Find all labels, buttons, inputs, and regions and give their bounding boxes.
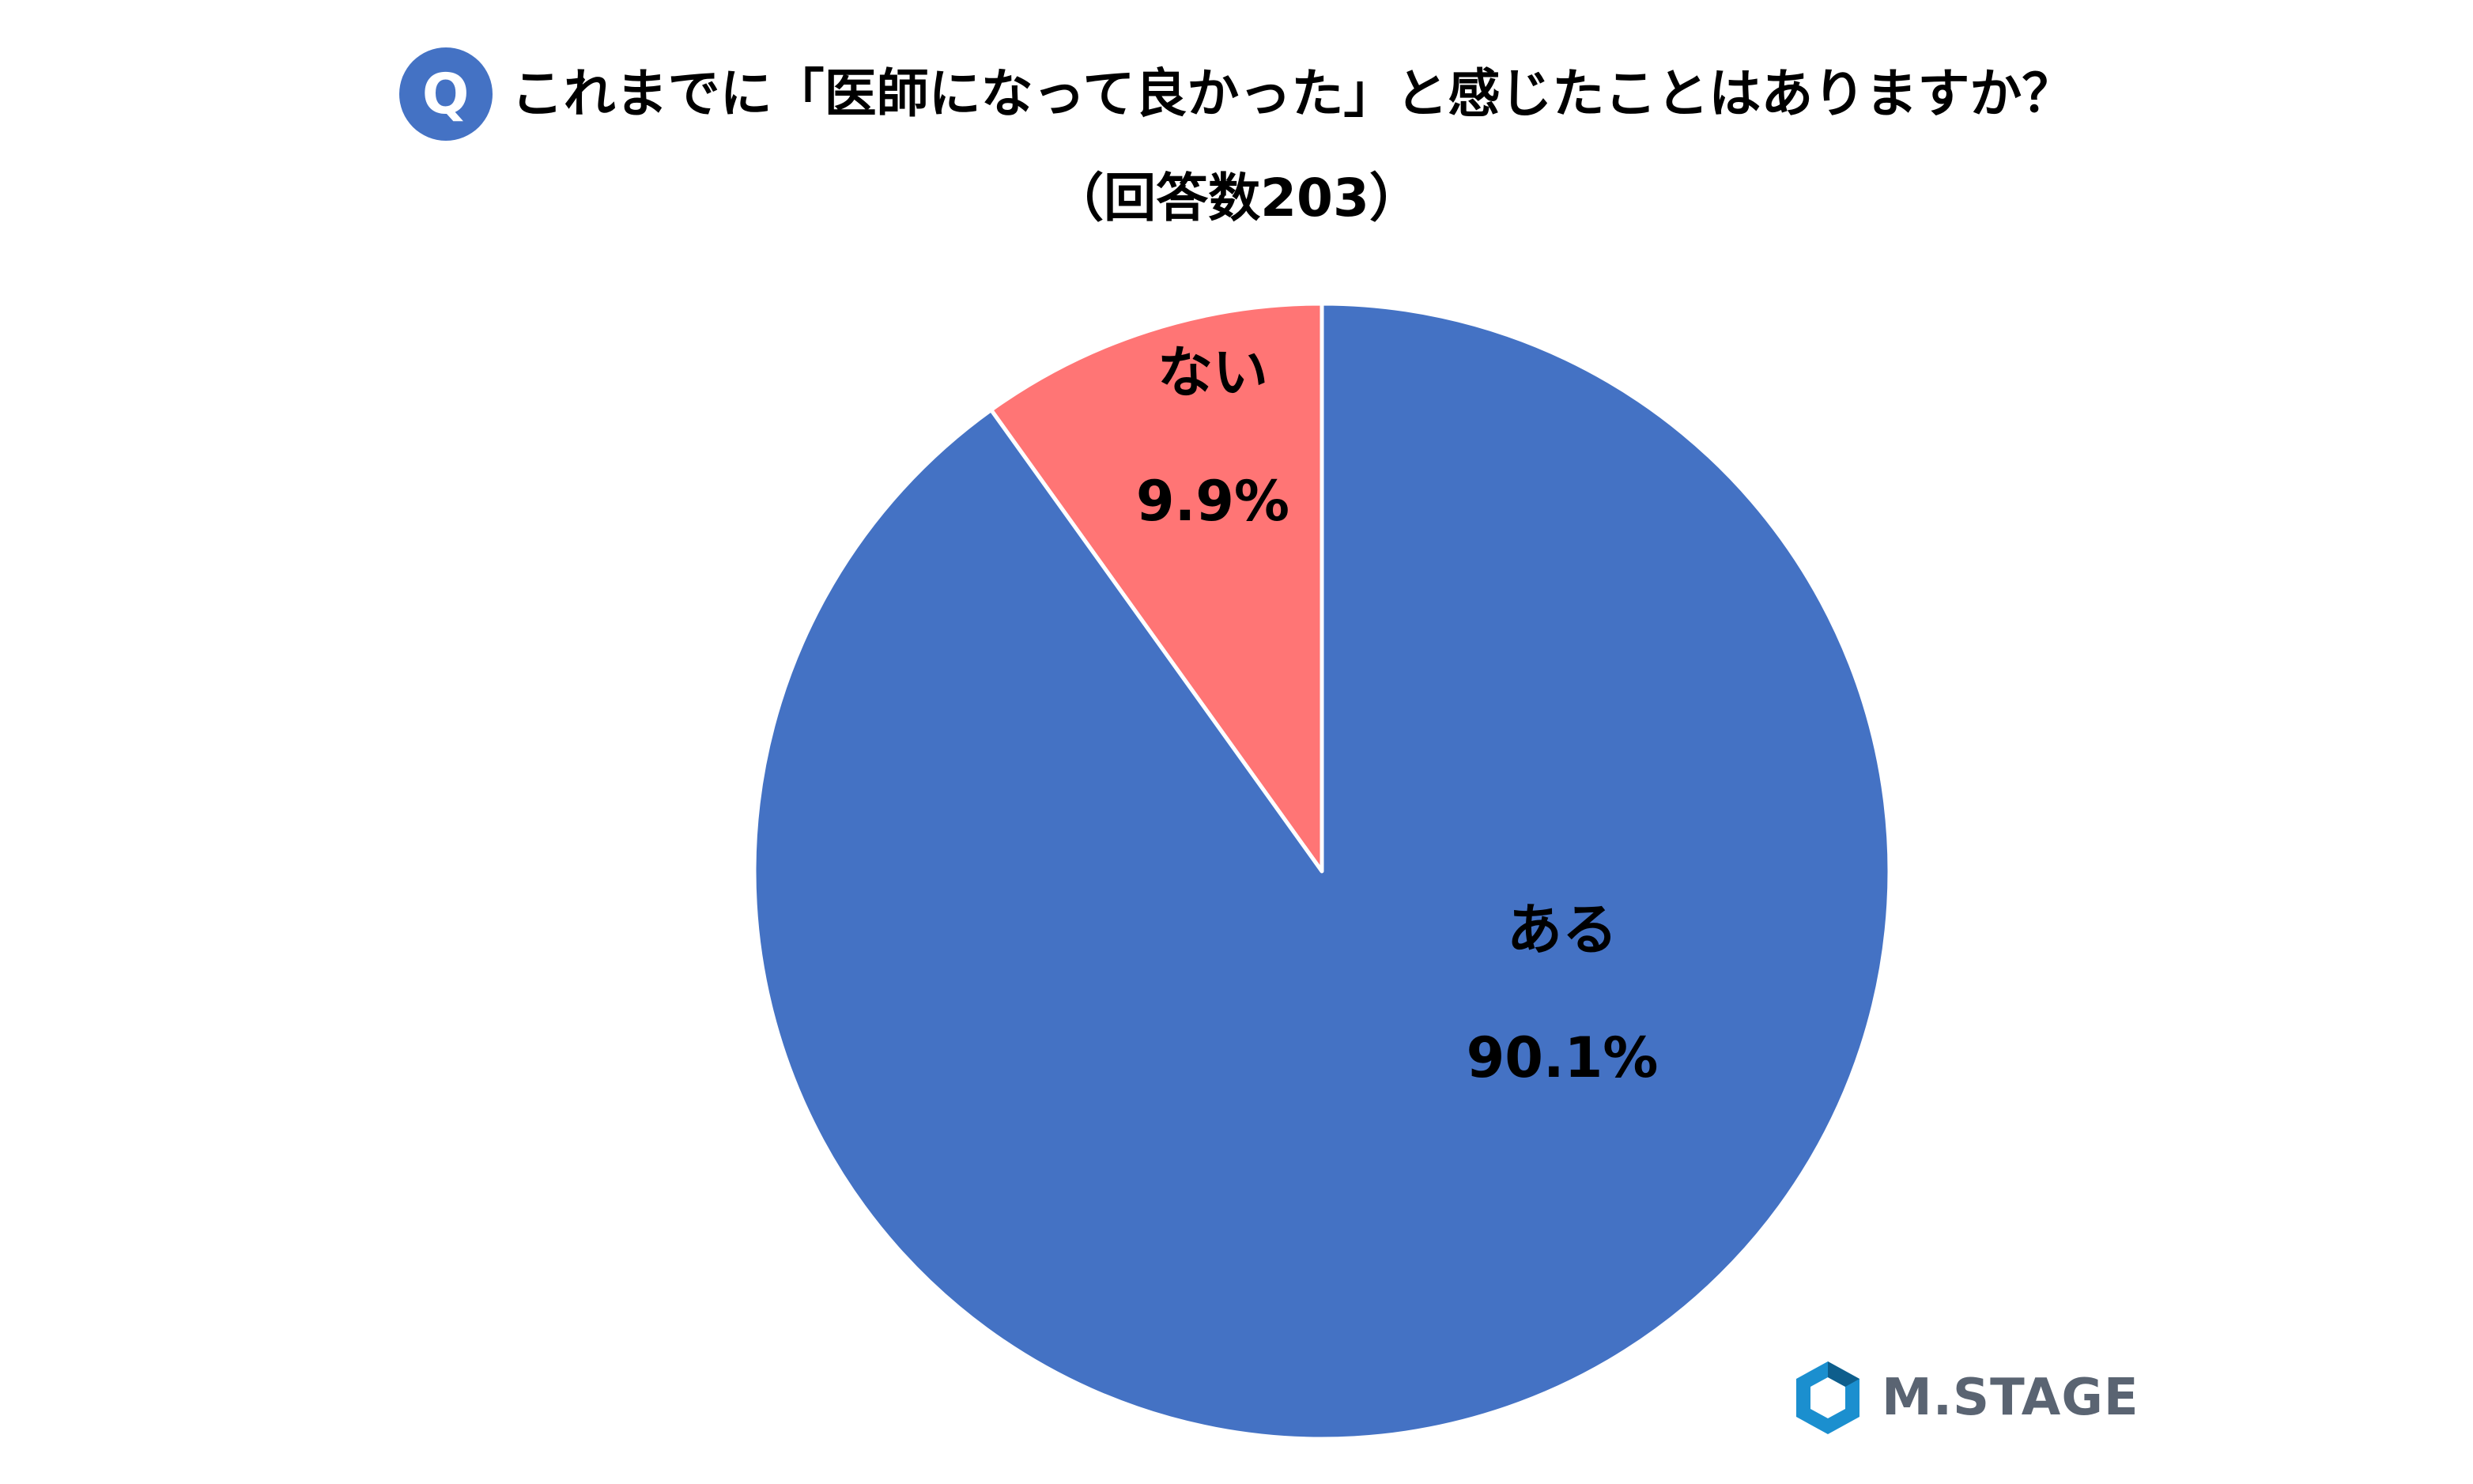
title-question: これまでに「医師になって良かった」と感じたことはありますか？ (511, 63, 2075, 124)
mstage-logo-text: M.STAGE (1882, 1369, 2139, 1427)
slice-percent-label: 90.1% (1467, 1025, 1659, 1090)
slice-percent-label: 9.9% (1136, 469, 1289, 534)
chart-title: Q これまでに「医師になって良かった」と感じたことはありますか？ （回答数203… (0, 47, 2473, 225)
slice-category-label: ある (1507, 897, 1618, 962)
slice-category-label: ない (1157, 340, 1268, 405)
q-badge: Q (398, 47, 493, 141)
title-respondents: （回答数203） (1051, 168, 1422, 228)
title-question-line: Q これまでに「医師になって良かった」と感じたことはありますか？ (398, 47, 2075, 141)
pie-slice-aru (752, 301, 1892, 1441)
pie-slice-nai (989, 301, 1324, 874)
mstage-logo: M.STAGE (1792, 1358, 2139, 1437)
mstage-logo-icon (1796, 1361, 1859, 1434)
